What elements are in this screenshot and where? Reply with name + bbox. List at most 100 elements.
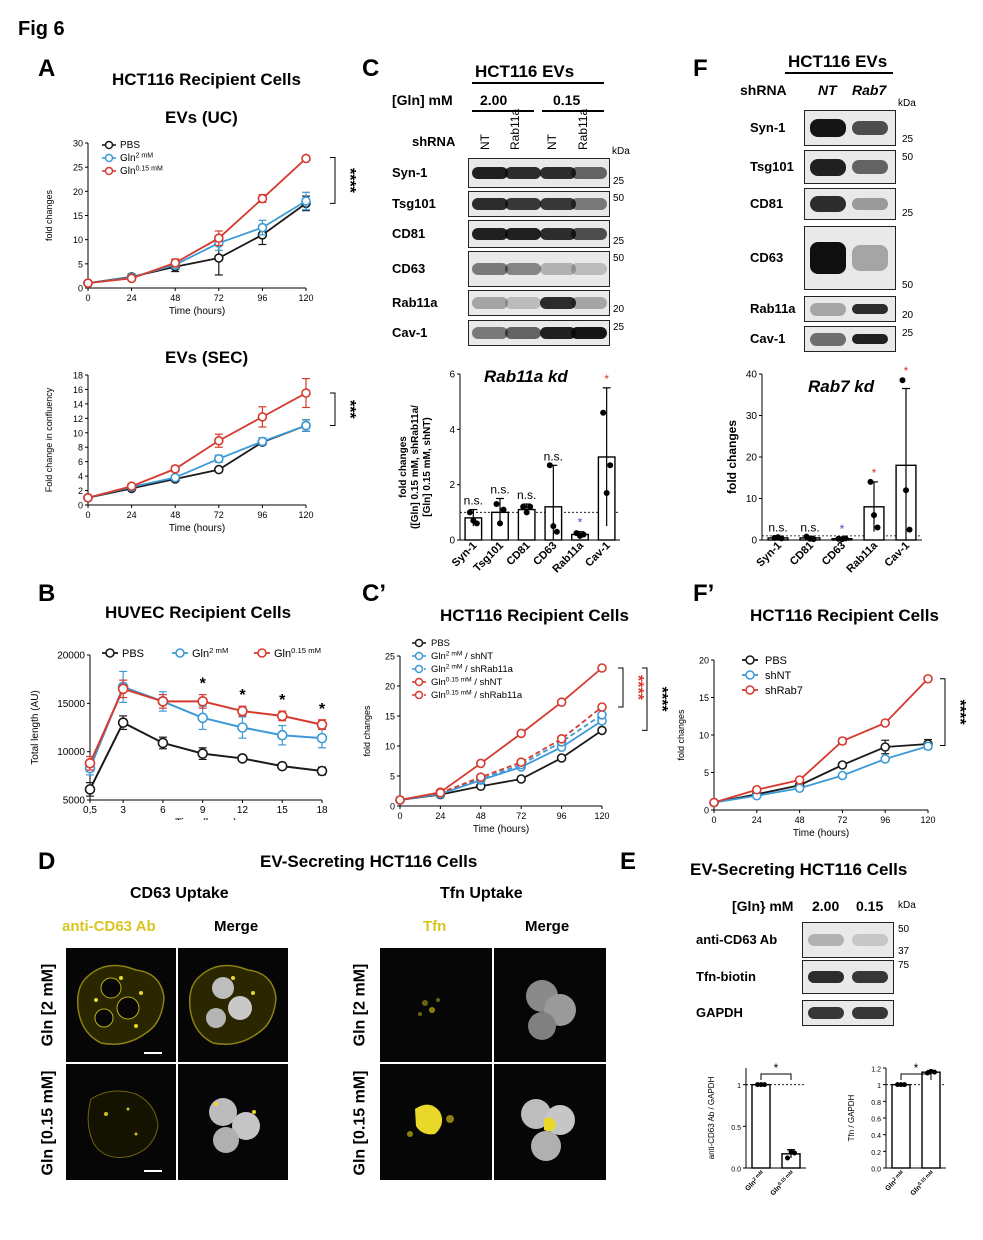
blot-0-band	[472, 167, 508, 179]
blot-0-band	[571, 167, 607, 179]
y-tick-label: 0.5	[731, 1125, 741, 1132]
x-tick-label: 120	[920, 815, 935, 825]
data-point	[880, 754, 890, 764]
x-tick-label: 6	[160, 805, 166, 816]
x-tick-label: 72	[516, 811, 526, 821]
blot-band	[852, 303, 888, 315]
data-point	[301, 196, 311, 206]
blot-band	[852, 333, 888, 345]
data-point	[214, 464, 224, 475]
y-tick-label: 18	[73, 371, 83, 381]
data-point	[170, 472, 180, 483]
panel-c-label: C	[362, 55, 380, 82]
legend-marker	[414, 664, 424, 674]
y-tick-label: 5	[704, 768, 709, 778]
legend-label: Gln0.15 mM / shNT	[431, 677, 502, 688]
data-point	[435, 788, 446, 798]
data-point	[923, 673, 933, 684]
data-point	[214, 253, 224, 263]
significance-label: *	[904, 364, 909, 378]
data-point	[880, 742, 890, 752]
y-tick-label: 20000	[57, 651, 85, 662]
x-tick-label: 96	[257, 510, 267, 520]
y-tick-label: 10	[746, 494, 758, 505]
significance-label: n.s.	[544, 449, 563, 463]
legend-label: Gln0.15 mM	[274, 646, 321, 660]
y-tick-label: 16	[73, 385, 83, 395]
data-point	[83, 492, 93, 503]
legend-marker	[175, 648, 185, 658]
series-line	[87, 202, 307, 285]
y-tick-label: 5000	[63, 796, 86, 807]
mw-marker: 25	[902, 328, 914, 339]
mw-marker: 25	[613, 236, 625, 247]
header-underline	[472, 82, 604, 84]
data-point	[785, 1155, 790, 1161]
mw-marker: 50	[902, 152, 914, 163]
data-point	[316, 719, 328, 730]
significance-label: *	[872, 466, 877, 480]
significance-stars-black: ****	[653, 687, 670, 713]
legend-marker	[414, 651, 424, 661]
significance-stars: ***	[341, 400, 358, 419]
lane-label: Rab7	[852, 82, 887, 98]
y-tick-label: 40	[746, 370, 758, 381]
blot-label-rab11a: Rab11a	[750, 301, 796, 316]
data-point	[778, 535, 785, 542]
legend-marker	[414, 638, 424, 648]
bar	[891, 1083, 911, 1169]
panel-d-merge-label-1: Merge	[214, 918, 259, 935]
blot-label-cd81: CD81	[392, 226, 426, 241]
gln-value: 0.15	[856, 898, 884, 914]
blot-band	[810, 158, 846, 176]
data-point	[607, 462, 614, 469]
legend-label: Gln2 mM	[192, 646, 228, 660]
legend-label: PBS	[120, 140, 140, 151]
legend-marker	[414, 677, 424, 687]
lane-label: Rab11a	[576, 108, 590, 150]
data-point	[867, 478, 874, 485]
panel-c-western-blot: HCT116 EVs [Gln] mM 2.00 0.15 shRNA NT Rab11a N…	[390, 58, 630, 358]
blot-1-band	[540, 198, 576, 210]
data-point	[257, 412, 268, 422]
data-point	[316, 765, 328, 777]
data-point	[257, 436, 268, 447]
y-tick-label: 20	[385, 682, 395, 692]
mw-marker: 50	[902, 280, 914, 291]
micrograph-tfn-gln2-channel	[380, 948, 492, 1062]
data-point	[316, 732, 328, 744]
significance-bracket	[900, 1073, 932, 1080]
y-tick-label: 15	[699, 693, 709, 703]
mw-marker: 37	[898, 946, 910, 957]
series-line	[713, 678, 929, 804]
blot-frame	[802, 922, 894, 958]
panel-e-label: E	[620, 848, 637, 875]
mw-marker: 25	[613, 322, 625, 333]
y-tick-label: 0.0	[871, 1167, 881, 1174]
data-point	[810, 536, 817, 543]
data-point	[84, 784, 96, 795]
x-tick-label: 120	[594, 811, 609, 821]
series-line	[87, 157, 307, 285]
x-tick-label: 0	[397, 811, 402, 821]
lane-label: NT	[818, 82, 837, 98]
data-point	[842, 535, 849, 542]
mw-marker: 20	[613, 304, 625, 315]
y-tick-label: 4	[78, 472, 83, 482]
y-tick-label: 0.2	[871, 1150, 881, 1157]
panel-f2-label: F’	[693, 580, 715, 607]
panel-e-title: EV-Secreting HCT116 Cells	[690, 860, 908, 879]
x-tick-label: 48	[170, 293, 180, 303]
y-tick-label: 0.8	[871, 1100, 881, 1107]
mw-marker: 75	[898, 960, 910, 971]
mw-marker: 25	[902, 208, 914, 219]
blot-3-band	[540, 263, 576, 275]
significance-star: *	[279, 692, 286, 709]
legend-marker	[257, 648, 267, 658]
series-line	[399, 714, 603, 801]
y-tick-label: 2	[449, 480, 455, 491]
data-point	[170, 258, 180, 268]
data-point	[466, 509, 473, 516]
x-tick-label: 72	[214, 293, 224, 303]
